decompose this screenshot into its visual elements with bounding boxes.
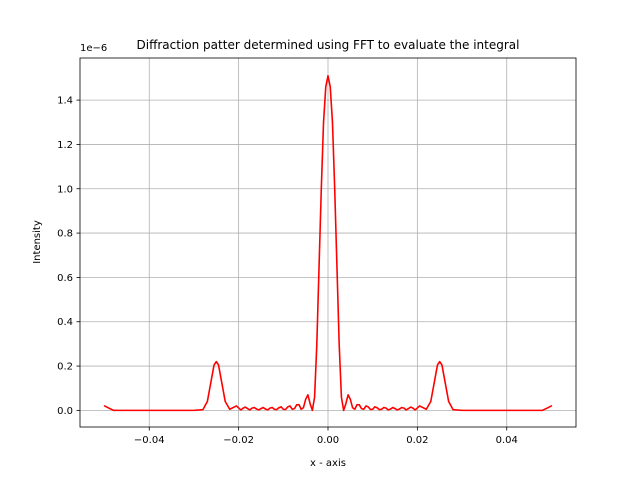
intensity-line <box>103 74 553 412</box>
x-tick-label: −0.04 <box>134 435 165 446</box>
chart-title: Diffraction patter determined using FFT … <box>137 38 520 52</box>
series-layer <box>103 74 553 412</box>
y-axis-label: Intensity <box>32 220 43 264</box>
y-tick-label: 0.4 <box>57 317 73 328</box>
y-tick-label: 0.6 <box>57 273 73 284</box>
y-offset-label: 1e−6 <box>80 43 107 54</box>
y-tick-label: 0.8 <box>57 229 73 240</box>
x-axis-label: x - axis <box>310 458 346 469</box>
y-axis-ticks: 0.0 0.2 0.4 0.6 0.8 1.0 1.2 1.4 <box>57 96 80 417</box>
x-tick-label: 0.02 <box>406 435 428 446</box>
y-tick-label: 1.2 <box>57 140 73 151</box>
y-tick-label: 0.0 <box>57 406 73 417</box>
x-tick-label: −0.02 <box>223 435 254 446</box>
y-tick-label: 1.0 <box>57 184 73 195</box>
grid-lines <box>80 58 576 427</box>
y-tick-label: 1.4 <box>57 96 73 107</box>
x-tick-label: 0.04 <box>496 435 518 446</box>
x-axis-ticks: −0.04 −0.02 0.00 0.02 0.04 <box>134 427 518 446</box>
x-tick-label: 0.00 <box>317 435 339 446</box>
y-tick-label: 0.2 <box>57 362 73 373</box>
